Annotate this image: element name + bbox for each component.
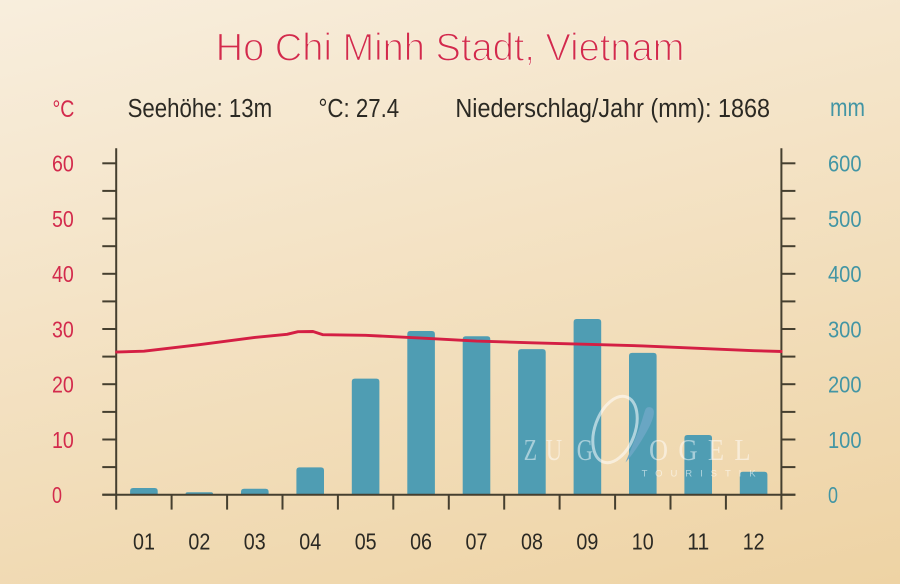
svg-text:0: 0	[828, 482, 838, 508]
svg-text:O: O	[649, 432, 668, 467]
svg-text:02: 02	[188, 529, 210, 555]
svg-text:G: G	[678, 432, 697, 467]
svg-text:500: 500	[828, 206, 862, 232]
svg-text:03: 03	[244, 529, 266, 555]
svg-text:400: 400	[828, 261, 862, 287]
svg-text:Seehöhe: 13m: Seehöhe: 13m	[128, 95, 273, 123]
svg-text:600: 600	[828, 151, 862, 177]
svg-text:°C: °C	[53, 96, 75, 123]
svg-text:300: 300	[828, 316, 862, 342]
svg-text:mm: mm	[830, 94, 865, 122]
svg-text:G: G	[577, 432, 593, 467]
svg-text:40: 40	[52, 261, 74, 287]
svg-text:200: 200	[828, 372, 862, 398]
svg-text:Ho Chi Minh Stadt, Vietnam: Ho Chi Minh Stadt, Vietnam	[216, 27, 685, 70]
svg-text:E: E	[708, 432, 724, 467]
svg-text:U: U	[546, 432, 562, 467]
svg-text:°C: 27.4: °C: 27.4	[319, 95, 400, 123]
svg-text:01: 01	[133, 529, 155, 555]
svg-text:10: 10	[52, 427, 74, 453]
svg-text:05: 05	[355, 529, 377, 555]
svg-text:20: 20	[52, 372, 74, 398]
svg-text:L: L	[734, 432, 750, 467]
svg-text:06: 06	[410, 529, 432, 555]
svg-text:10: 10	[632, 529, 654, 555]
svg-text:30: 30	[52, 316, 74, 342]
svg-text:08: 08	[521, 529, 543, 555]
svg-text:50: 50	[52, 206, 74, 232]
svg-text:09: 09	[576, 529, 598, 555]
svg-text:0: 0	[52, 482, 62, 508]
svg-text:07: 07	[466, 529, 488, 555]
svg-text:60: 60	[52, 151, 74, 177]
svg-text:Niederschlag/Jahr (mm): 1868: Niederschlag/Jahr (mm): 1868	[455, 95, 770, 123]
svg-text:04: 04	[299, 529, 321, 555]
svg-text:12: 12	[743, 529, 765, 555]
svg-text:100: 100	[828, 427, 862, 453]
svg-text:11: 11	[687, 529, 709, 555]
svg-text:Z: Z	[524, 432, 537, 467]
